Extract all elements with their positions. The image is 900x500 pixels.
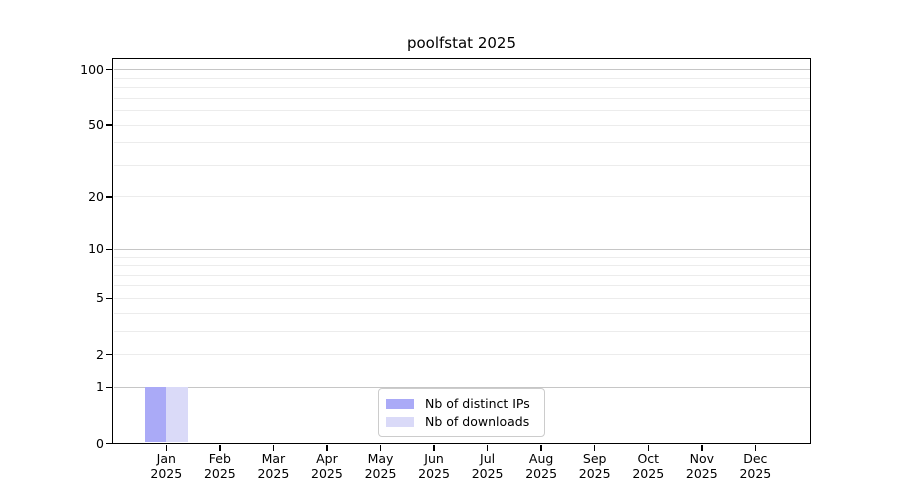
legend-label: Nb of distinct IPs: [425, 395, 530, 411]
x-tick: [433, 444, 435, 451]
legend-label: Nb of downloads: [425, 413, 530, 429]
x-tick-label-sep: Sep 2025: [563, 451, 627, 481]
x-tick-label-oct: Oct 2025: [616, 451, 680, 481]
x-tick: [540, 444, 542, 451]
x-tick: [379, 444, 382, 451]
x-tick-label-nov: Nov 2025: [670, 451, 734, 481]
gridline-minor: [113, 285, 810, 287]
gridline-minor: [113, 77, 810, 79]
gridline-minor: [113, 124, 810, 126]
gridline-minor: [113, 87, 810, 89]
x-tick-label-dec: Dec 2025: [723, 451, 787, 481]
x-tick-month: Dec: [743, 451, 768, 466]
bar-nb-of-distinct-ips-jan: [144, 387, 167, 443]
x-tick-year: 2025: [632, 466, 665, 481]
x-tick-label-may: May 2025: [349, 451, 413, 481]
gridline-minor: [113, 142, 810, 144]
legend-swatch-icon: [386, 416, 414, 427]
x-tick-month: Aug: [528, 451, 554, 466]
legend: Nb of distinct IPs Nb of downloads: [378, 388, 545, 437]
y-tick: [105, 196, 113, 198]
x-tick: [647, 444, 649, 451]
gridline-minor: [113, 265, 810, 267]
gridline-major: [113, 69, 810, 71]
bar-nb-of-downloads-jan: [166, 387, 188, 443]
x-tick: [272, 444, 275, 451]
gridline-minor: [113, 196, 810, 198]
gridline-minor: [113, 164, 810, 166]
x-tick-year: 2025: [739, 466, 772, 481]
x-tick-year: 2025: [525, 466, 558, 481]
y-tick-label: 5: [96, 290, 104, 306]
gridline-minor: [113, 330, 810, 332]
x-tick-month: May: [367, 451, 394, 466]
legend-item: Nb of downloads: [385, 413, 538, 429]
x-tick-year: 2025: [257, 466, 290, 481]
gridline-minor: [113, 97, 810, 99]
x-tick-year: 2025: [418, 466, 450, 481]
x-tick-month: Apr: [316, 451, 338, 466]
x-tick-year: 2025: [311, 466, 343, 481]
y-tick: [105, 248, 113, 251]
gridline-major: [113, 248, 810, 250]
y-tick-label: 50: [88, 117, 104, 133]
x-tick-year: 2025: [578, 466, 611, 481]
y-tick: [105, 386, 113, 389]
y-tick: [105, 68, 113, 71]
y-tick: [105, 124, 113, 126]
legend-swatch-icon: [386, 398, 414, 409]
gridline-minor: [113, 256, 810, 258]
y-tick-label: 0: [96, 435, 104, 451]
x-tick-month: Nov: [689, 451, 714, 466]
x-tick-month: Sep: [582, 451, 607, 466]
chart-title: poolfstat 2025: [406, 34, 517, 52]
gridline-minor: [113, 274, 810, 276]
legend-item: Nb of distinct IPs: [385, 395, 538, 411]
x-tick: [701, 444, 703, 451]
x-tick-label-jun: Jun 2025: [402, 451, 466, 481]
x-tick-year: 2025: [471, 466, 504, 481]
x-tick-year: 2025: [685, 466, 718, 481]
x-tick: [486, 444, 489, 451]
x-tick-month: Jul: [480, 451, 496, 466]
y-tick-label: 10: [88, 241, 104, 257]
x-tick-year: 2025: [203, 466, 236, 481]
x-tick-month: Oct: [637, 451, 660, 466]
gridline-minor: [113, 354, 810, 356]
y-tick-label: 100: [80, 61, 104, 77]
x-tick-month: Mar: [261, 451, 286, 466]
x-tick-month: Feb: [208, 451, 231, 466]
y-tick-label: 1: [96, 379, 104, 395]
x-tick: [165, 444, 168, 451]
x-tick-label-mar: Mar 2025: [241, 451, 305, 481]
x-tick-label-aug: Aug 2025: [509, 451, 573, 481]
x-tick: [593, 444, 596, 451]
x-tick: [219, 444, 221, 451]
x-tick-year: 2025: [364, 466, 397, 481]
x-tick-label-apr: Apr 2025: [295, 451, 359, 481]
gridline-major: [113, 386, 810, 388]
y-tick: [105, 353, 113, 356]
x-tick: [326, 444, 328, 451]
gridline-minor: [113, 110, 810, 112]
x-tick-month: Jan: [156, 451, 176, 466]
x-tick-label-jan: Jan 2025: [134, 451, 198, 481]
gridline-minor: [113, 312, 810, 314]
y-tick: [105, 442, 113, 445]
x-tick: [754, 444, 757, 451]
gridline-minor: [113, 297, 810, 299]
x-tick-year: 2025: [150, 466, 183, 481]
y-tick-label: 2: [96, 346, 104, 362]
y-tick: [105, 297, 113, 300]
x-tick-label-jul: Jul 2025: [456, 451, 520, 481]
y-tick-label: 20: [88, 188, 104, 204]
x-tick-month: Jun: [424, 451, 444, 466]
x-tick-label-feb: Feb 2025: [188, 451, 252, 481]
